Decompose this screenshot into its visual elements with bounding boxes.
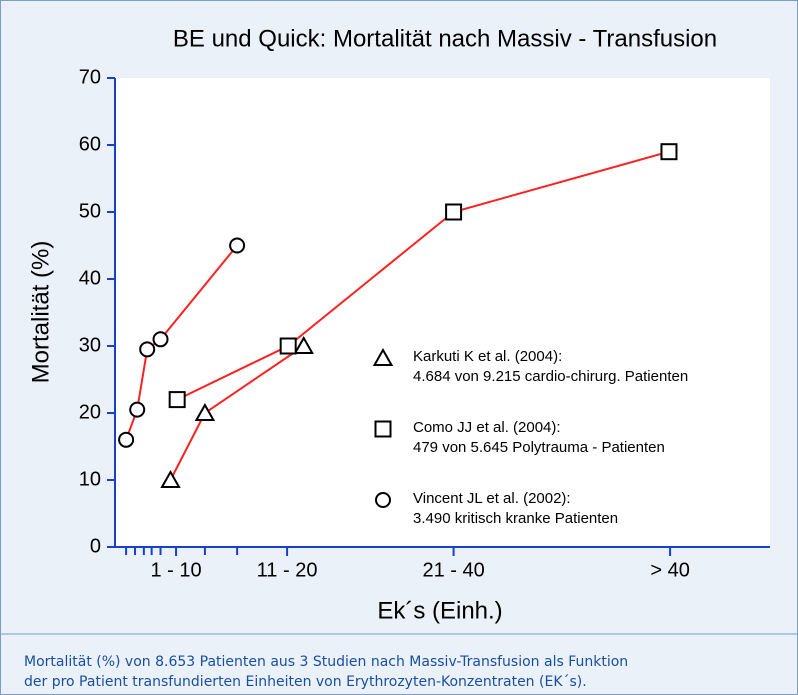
caption-line: der pro Patient transfundierten Einheite…	[24, 674, 587, 690]
chart-title: BE und Quick: Mortalität nach Massiv - T…	[173, 25, 717, 52]
y-axis-label: Mortalität (%)	[27, 241, 54, 384]
caption-line: Mortalität (%) von 8.653 Patienten aus 3…	[24, 654, 628, 670]
legend-description: 3.490 kritisch kranke Patienten	[413, 510, 618, 527]
marker	[129, 401, 146, 418]
x-tick-label: 1 - 10	[150, 559, 201, 581]
marker	[194, 402, 216, 421]
y-tick-label: 60	[79, 133, 101, 155]
x-tick-label: 21 - 40	[422, 559, 484, 581]
legend-marker	[374, 420, 392, 438]
marker	[293, 335, 314, 354]
y-tick-label: 50	[79, 200, 101, 222]
marker	[660, 143, 678, 161]
legend-marker	[372, 347, 394, 366]
x-axis-label: Ek´s (Einh.)	[377, 597, 502, 624]
y-tick-label: 30	[79, 334, 101, 356]
y-tick-label: 10	[79, 468, 101, 490]
y-tick-label: 70	[79, 66, 101, 88]
marker	[118, 431, 135, 448]
marker	[160, 469, 181, 488]
marker	[168, 391, 186, 409]
legend-label: Vincent JL et al. (2002):	[413, 490, 571, 507]
legend-description: 4.684 von 9.215 cardio-chirurg. Patiente…	[413, 368, 688, 385]
y-tick-label: 0	[90, 535, 101, 557]
marker	[229, 237, 246, 254]
marker	[152, 331, 169, 348]
series-line	[176, 150, 670, 401]
marker	[139, 341, 156, 358]
legend-label: Karkuti K et al. (2004):	[413, 348, 562, 365]
y-tick-label: 40	[79, 267, 101, 289]
marker	[445, 203, 463, 221]
x-tick-label: 11 - 20	[257, 559, 318, 581]
legend-marker	[375, 492, 391, 508]
legend-label: Como JJ et al. (2004):	[413, 419, 561, 436]
legend-description: 479 von 5.645 Polytrauma - Patienten	[413, 439, 665, 456]
marker	[279, 337, 297, 355]
y-tick-label: 20	[79, 401, 101, 423]
x-tick-label: > 40	[650, 559, 689, 581]
